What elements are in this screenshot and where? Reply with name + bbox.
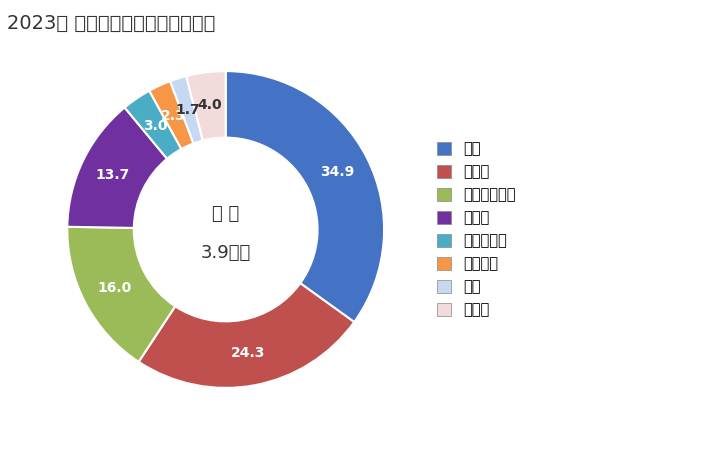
Legend: 中国, インド, インドネシア, ドイツ, マレーシア, スペイン, タイ, その他: 中国, インド, インドネシア, ドイツ, マレーシア, スペイン, タイ, そ… [431, 135, 521, 324]
Text: 2.3: 2.3 [161, 109, 186, 123]
Text: 16.0: 16.0 [98, 281, 132, 295]
Wedge shape [170, 76, 203, 144]
Text: 24.3: 24.3 [232, 346, 266, 360]
Wedge shape [138, 283, 355, 388]
Wedge shape [67, 108, 167, 228]
Wedge shape [67, 227, 175, 362]
Text: 総 額: 総 額 [212, 205, 240, 223]
Text: 34.9: 34.9 [320, 166, 355, 180]
Wedge shape [149, 81, 194, 149]
Wedge shape [226, 71, 384, 322]
Text: 3.9億円: 3.9億円 [200, 244, 251, 262]
Wedge shape [124, 91, 181, 159]
Wedge shape [186, 71, 226, 140]
Text: 4.0: 4.0 [198, 99, 222, 112]
Text: 1.7: 1.7 [175, 103, 200, 117]
Text: 13.7: 13.7 [96, 168, 130, 182]
Text: 2023年 輸出相手国のシェア（％）: 2023年 輸出相手国のシェア（％） [7, 14, 215, 32]
Text: 3.0: 3.0 [143, 119, 167, 133]
